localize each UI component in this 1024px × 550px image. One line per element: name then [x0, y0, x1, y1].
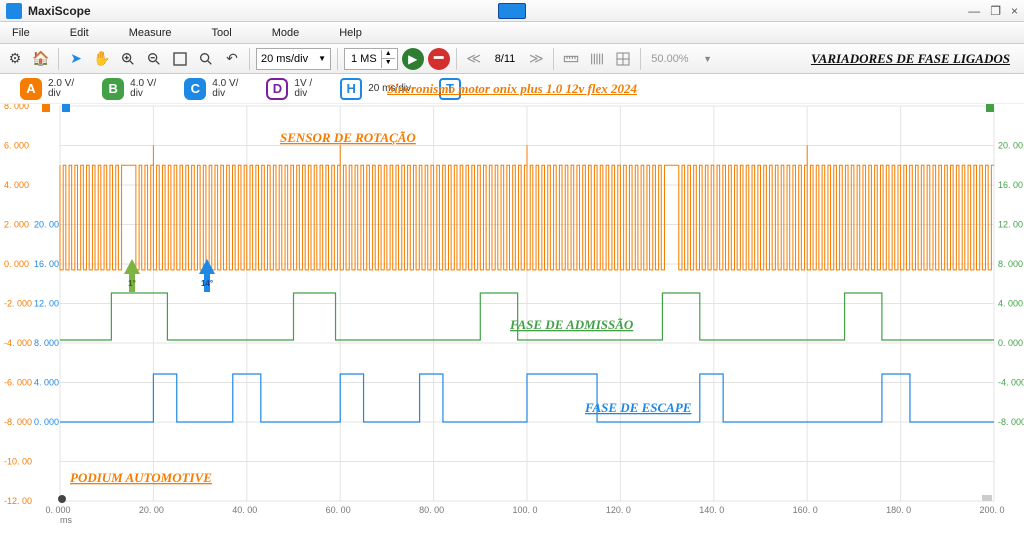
channel-a[interactable]: A 2.0 V/div — [20, 78, 74, 100]
svg-text:180. 0: 180. 0 — [886, 505, 911, 515]
svg-text:0. 000: 0. 000 — [998, 338, 1023, 348]
svg-text:8. 000: 8. 000 — [34, 338, 59, 348]
svg-text:16. 00: 16. 00 — [998, 180, 1023, 190]
menu-help[interactable]: Help — [339, 27, 362, 39]
pointer-icon[interactable]: ➤ — [65, 48, 87, 70]
svg-text:-12. 00: -12. 00 — [4, 496, 32, 506]
undo-icon[interactable]: ↶ — [221, 48, 243, 70]
svg-text:12. 00: 12. 00 — [998, 220, 1023, 230]
channel-b[interactable]: B 4.0 V/div — [102, 78, 156, 100]
hand-icon[interactable]: ✋ — [91, 48, 113, 70]
channel-d-badge: D — [266, 78, 288, 100]
channel-a-unit: div — [48, 88, 61, 99]
menu-mode[interactable]: Mode — [272, 27, 300, 39]
channel-c-badge: C — [184, 78, 206, 100]
minimize-button[interactable]: — — [968, 4, 980, 18]
svg-text:16. 00: 16. 00 — [34, 259, 59, 269]
svg-text:0. 000: 0. 000 — [4, 259, 29, 269]
zoom-region-icon[interactable] — [195, 48, 217, 70]
headline-text: VARIADORES DE FASE LIGADOS — [811, 51, 1010, 67]
seek-last-icon[interactable]: ≫ — [525, 48, 547, 70]
svg-text:12. 00: 12. 00 — [34, 299, 59, 309]
svg-text:140. 0: 140. 0 — [699, 505, 724, 515]
svg-text:SENSOR DE ROTAÇÃO: SENSOR DE ROTAÇÃO — [280, 130, 416, 145]
svg-text:FASE DE ESCAPE: FASE DE ESCAPE — [584, 400, 692, 415]
svg-text:1°: 1° — [128, 279, 136, 288]
svg-text:14°: 14° — [201, 279, 213, 288]
toolbar: ⚙ 🏠 ➤ ✋ ↶ 20 ms/div▼ 1 MS▲▼ ▶ ━ ≪ 8/11 ≫… — [0, 44, 1024, 74]
home-icon[interactable]: 🏠 — [30, 48, 52, 70]
svg-text:-4. 000: -4. 000 — [998, 378, 1024, 388]
channel-d-unit: div — [294, 88, 307, 99]
svg-text:4. 000: 4. 000 — [4, 180, 29, 190]
svg-text:4. 000: 4. 000 — [34, 378, 59, 388]
svg-text:20. 00: 20. 00 — [34, 220, 59, 230]
device-icon — [498, 3, 526, 19]
close-button[interactable]: × — [1011, 4, 1018, 18]
channel-b-badge: B — [102, 78, 124, 100]
run-button[interactable]: ▶ — [402, 48, 424, 70]
svg-text:-4. 000: -4. 000 — [4, 338, 32, 348]
svg-text:100. 0: 100. 0 — [512, 505, 537, 515]
svg-text:120. 0: 120. 0 — [606, 505, 631, 515]
channel-h-badge: H — [340, 78, 362, 100]
menu-file[interactable]: File — [12, 27, 30, 39]
svg-text:-8. 000: -8. 000 — [998, 417, 1024, 427]
stop-button[interactable]: ━ — [428, 48, 450, 70]
svg-text:-2. 000: -2. 000 — [4, 299, 32, 309]
svg-text:PODIUM AUTOMOTIVE: PODIUM AUTOMOTIVE — [70, 470, 212, 485]
chart-subtitle: Sincronismo motor onix plus 1.0 12v flex… — [387, 81, 637, 97]
zoom-in-icon[interactable] — [117, 48, 139, 70]
svg-text:8. 000: 8. 000 — [998, 259, 1023, 269]
svg-text:8. 000: 8. 000 — [4, 104, 29, 111]
chevron-down-icon[interactable]: ▼ — [697, 48, 719, 70]
app-icon — [6, 3, 22, 19]
svg-text:-6. 000: -6. 000 — [4, 378, 32, 388]
titlebar: MaxiScope — ❐ × — [0, 0, 1024, 22]
sample-depth-value: 1 MS — [351, 53, 377, 65]
ruler-v-icon[interactable] — [586, 48, 608, 70]
window-title: MaxiScope — [28, 4, 91, 18]
svg-text:2. 000: 2. 000 — [4, 220, 29, 230]
grid-icon[interactable] — [612, 48, 634, 70]
channel-c[interactable]: C 4.0 V/div — [184, 78, 238, 100]
channel-b-unit: div — [130, 88, 143, 99]
zoom-out-icon[interactable] — [143, 48, 165, 70]
gear-icon[interactable]: ⚙ — [4, 48, 26, 70]
svg-text:ms: ms — [60, 515, 72, 525]
menu-measure[interactable]: Measure — [129, 27, 172, 39]
zoom-percent: 50.00% — [647, 53, 692, 65]
svg-text:0. 000: 0. 000 — [45, 505, 70, 515]
svg-text:20. 00: 20. 00 — [139, 505, 164, 515]
svg-text:4. 000: 4. 000 — [998, 299, 1023, 309]
svg-text:6. 000: 6. 000 — [4, 141, 29, 151]
frame-position: 8/11 — [489, 53, 522, 65]
svg-text:40. 00: 40. 00 — [232, 505, 257, 515]
channel-c-unit: div — [212, 88, 225, 99]
timebase-select[interactable]: 20 ms/div▼ — [256, 48, 331, 70]
oscilloscope-plot[interactable]: 8. 000 6. 000 4. 000 2. 000 0. 000 -2. 000 -4.… — [0, 104, 1024, 547]
zoom-fit-icon[interactable] — [169, 48, 191, 70]
svg-text:200. 0: 200. 0 — [979, 505, 1004, 515]
svg-text:60. 00: 60. 00 — [326, 505, 351, 515]
svg-text:20. 00: 20. 00 — [998, 141, 1023, 151]
menu-tool[interactable]: Tool — [212, 27, 232, 39]
sample-depth-input[interactable]: 1 MS▲▼ — [344, 48, 398, 70]
svg-text:FASE DE ADMISSÃO: FASE DE ADMISSÃO — [509, 317, 634, 332]
channel-a-badge: A — [20, 78, 42, 100]
channel-bar: A 2.0 V/div B 4.0 V/div C 4.0 V/div D 1V… — [0, 74, 1024, 104]
timebase-value: 20 ms/div — [261, 53, 308, 65]
seek-first-icon[interactable]: ≪ — [463, 48, 485, 70]
maximize-button[interactable]: ❐ — [990, 4, 1001, 18]
svg-text:-8. 000: -8. 000 — [4, 417, 32, 427]
menubar: File Edit Measure Tool Mode Help — [0, 22, 1024, 44]
menu-edit[interactable]: Edit — [70, 27, 89, 39]
svg-text:80. 00: 80. 00 — [419, 505, 444, 515]
svg-text:-10. 00: -10. 00 — [4, 457, 32, 467]
svg-text:0. 000: 0. 000 — [34, 417, 59, 427]
ruler-h-icon[interactable] — [560, 48, 582, 70]
svg-text:160. 0: 160. 0 — [793, 505, 818, 515]
channel-d[interactable]: D 1V /div — [266, 78, 312, 100]
